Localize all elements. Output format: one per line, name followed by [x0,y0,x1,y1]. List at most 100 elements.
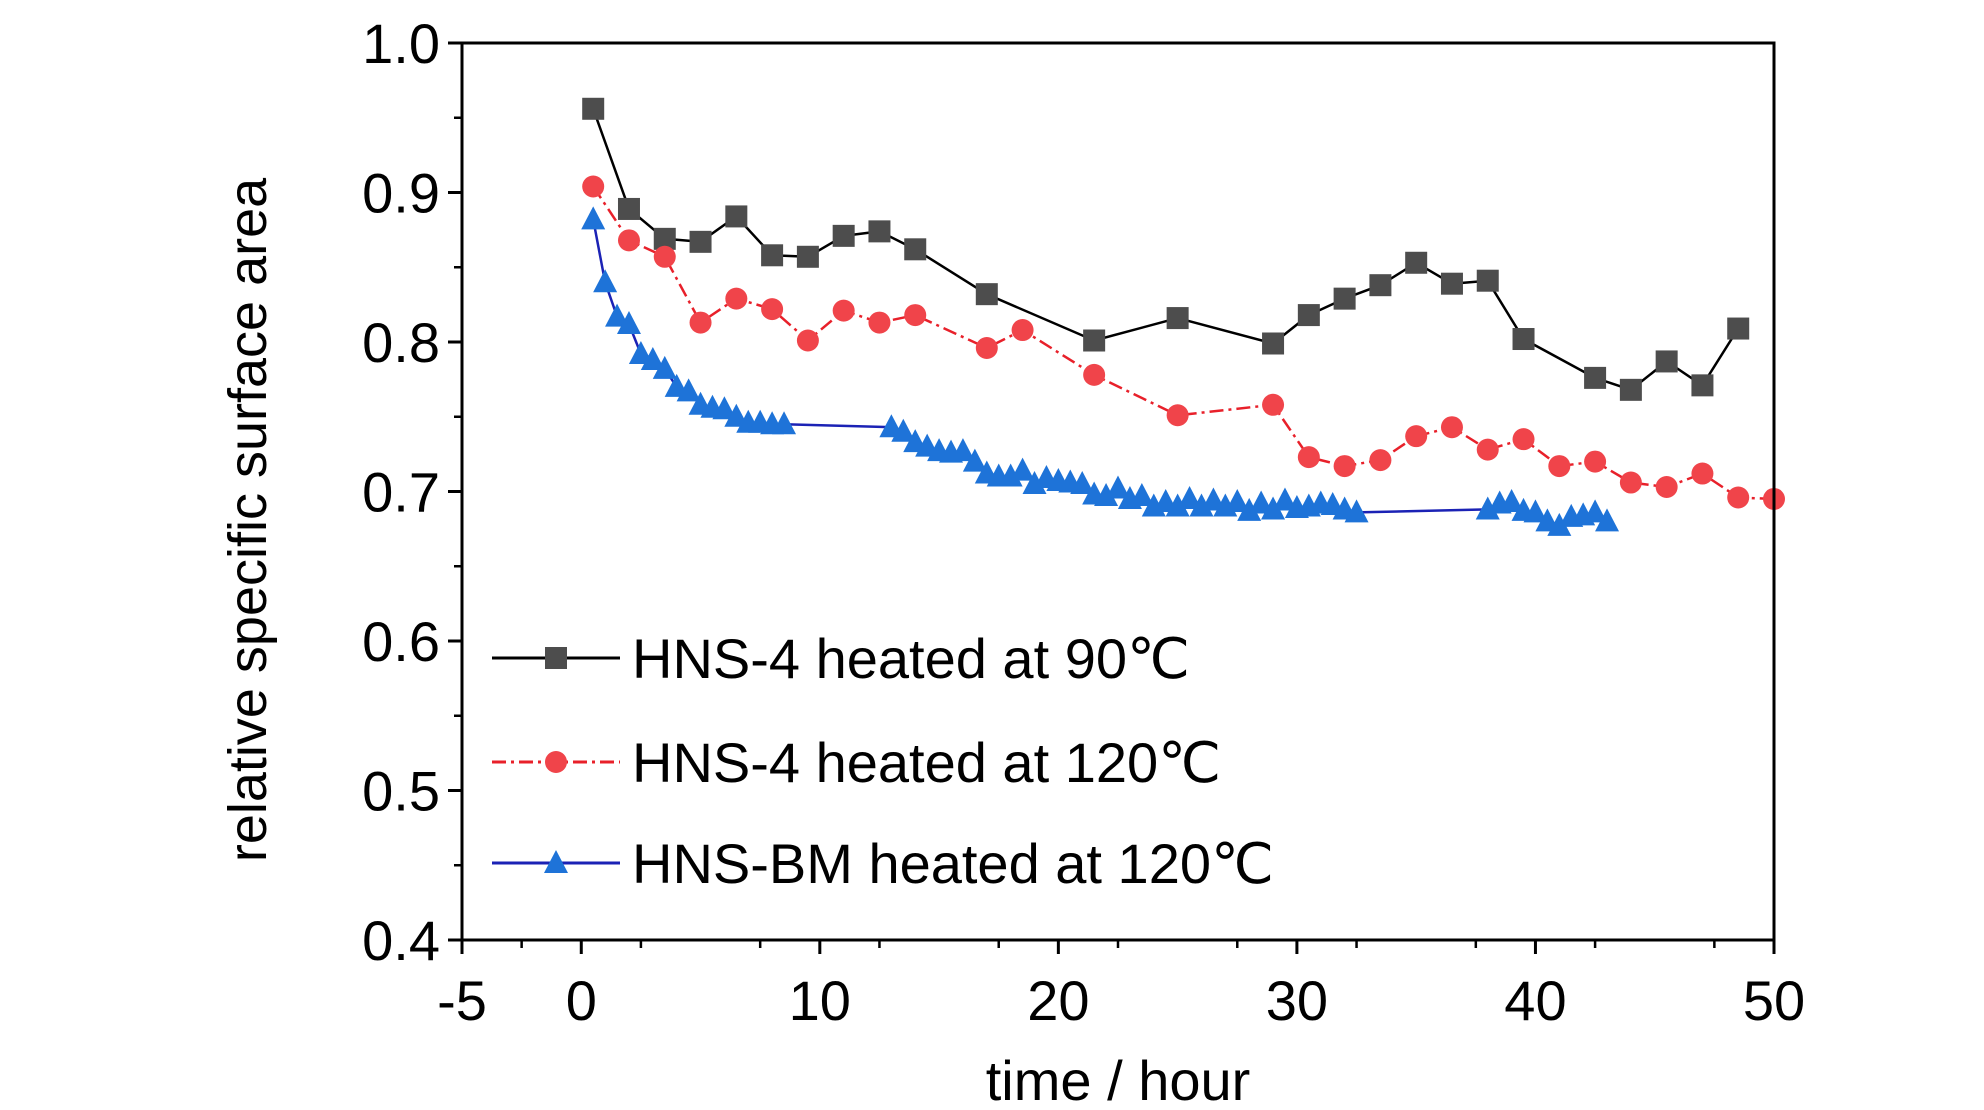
x-tick-label: 40 [1504,969,1566,1032]
data-point-s2-4 [689,311,712,334]
x-tick-label: 50 [1743,969,1805,1032]
data-point-s3-39 [1129,482,1154,506]
data-point-s1-10 [904,238,927,261]
data-point-s1-2 [617,197,640,220]
data-point-s3-60 [1499,488,1524,512]
data-point-s2-16 [1297,446,1320,469]
data-point-s1-3 [653,227,676,250]
data-point-s2-14 [1166,404,1189,427]
data-point-s3-36 [1094,482,1119,506]
data-point-s3-62 [1523,499,1548,523]
data-point-s2-6 [761,298,784,321]
y-axis-label: relative specific surface area [218,177,278,862]
data-point-s1-9 [868,220,891,243]
data-point-s2-11 [975,336,998,359]
data-point-s3-4 [616,311,641,335]
data-point-s2-7 [796,329,819,352]
data-point-s3-43 [1177,485,1202,509]
data-point-s2-17 [1333,455,1356,478]
data-point-s2-27 [1691,462,1714,485]
legend-marker-1 [545,647,567,669]
data-point-s1-18 [1405,251,1428,274]
data-point-s3-9 [676,378,701,402]
data-point-s2-26 [1655,476,1678,499]
y-tick-label: 0.9 [362,162,440,225]
legend-marker-2 [545,751,567,773]
data-point-s1-15 [1297,304,1320,327]
data-point-s1-19 [1440,272,1463,295]
data-point-s3-49 [1249,490,1274,514]
data-point-s2-3 [653,245,676,268]
data-point-s1-21 [1512,328,1535,351]
data-point-s3-28 [998,463,1023,487]
data-point-s3-45 [1201,487,1226,511]
data-point-s3-42 [1165,493,1190,517]
data-point-s2-21 [1476,438,1499,461]
data-point-s1-22 [1584,366,1607,389]
x-tick-label: 10 [789,969,851,1032]
data-point-s2-25 [1619,471,1642,494]
data-point-s2-1 [582,175,605,198]
data-point-s2-22 [1512,428,1535,451]
data-point-s1-7 [796,245,819,268]
data-point-s1-11 [975,283,998,306]
data-point-s3-12 [712,396,737,420]
data-point-s3-51 [1272,487,1297,511]
data-point-s3-44 [1189,493,1214,517]
legend-label-2: HNS-4 heated at 120℃ [632,731,1221,794]
axis-ticks [448,41,1776,954]
data-point-s3-1 [581,206,606,230]
data-point-s2-15 [1262,393,1285,416]
data-point-s2-13 [1083,363,1106,386]
data-point-s1-1 [582,97,605,120]
data-point-s3-29 [1010,457,1035,481]
data-point-s3-5 [628,340,653,364]
data-point-s3-47 [1225,488,1250,512]
data-point-s1-16 [1333,287,1356,310]
data-point-s3-57 [1344,499,1369,523]
data-point-s2-12 [1011,319,1034,342]
data-point-s1-6 [761,244,784,267]
data-point-s3-7 [652,355,677,379]
data-point-s2-24 [1584,450,1607,473]
data-point-s1-20 [1476,269,1499,292]
x-tick-label: 0 [566,969,597,1032]
legend: HNS-4 heated at 90℃ HNS-4 heated at 120℃ H… [492,627,1274,895]
data-point-s3-6 [640,346,665,370]
data-point-s1-8 [832,224,855,247]
data-point-s1-14 [1262,332,1285,355]
y-tick-label: 0.4 [362,909,440,972]
data-point-s1-5 [725,205,748,228]
data-point-s2-20 [1440,416,1463,439]
data-point-s3-3 [605,303,630,327]
data-point-s3-48 [1237,497,1262,521]
series-markers [581,97,1785,536]
axis-tick-labels: -5 0 10 20 30 40 50 0.4 0.5 0.6 0.7 0.8 0.9 1.0 [362,12,1805,1032]
data-point-s3-30 [1022,471,1047,495]
data-point-s2-2 [617,229,640,252]
y-tick-label: 0.6 [362,610,440,673]
data-point-s1-23 [1619,378,1642,401]
x-axis-label: time / hour [986,1049,1251,1110]
data-point-s2-19 [1405,425,1428,448]
data-point-s3-68 [1595,508,1620,532]
legend-label-1: HNS-4 heated at 90℃ [632,627,1190,690]
data-point-s1-13 [1166,307,1189,330]
data-point-s2-8 [832,299,855,322]
x-tick-label: 20 [1027,969,1089,1032]
y-tick-label: 1.0 [362,12,440,75]
data-point-s3-25 [962,448,987,472]
data-point-s2-23 [1548,455,1571,478]
y-tick-label: 0.5 [362,760,440,823]
data-point-s2-28 [1727,486,1750,509]
data-point-s3-67 [1583,499,1608,523]
data-point-s2-10 [904,304,927,327]
data-point-s1-26 [1727,317,1750,340]
data-point-s3-19 [891,418,916,442]
y-tick-label: 0.8 [362,311,440,374]
data-point-s1-25 [1691,374,1714,397]
data-point-s1-4 [689,230,712,253]
data-point-s1-24 [1655,350,1678,373]
data-point-s3-13 [724,403,749,427]
